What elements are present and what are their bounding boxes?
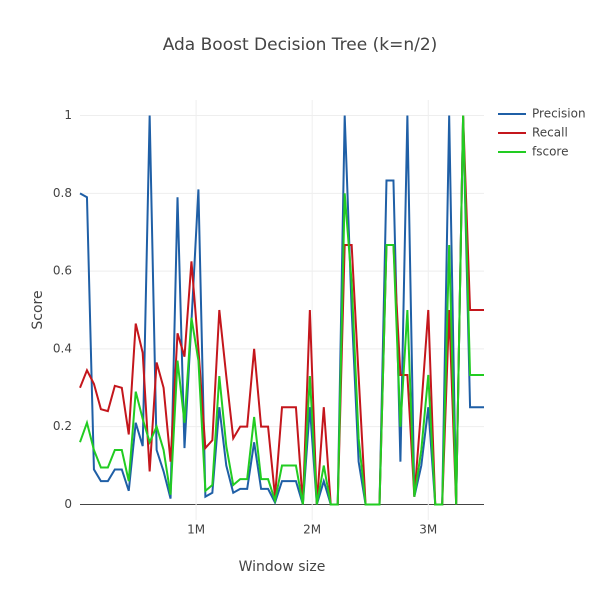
x-tick-label: 1M <box>187 523 205 537</box>
legend-label: Precision <box>532 107 586 121</box>
y-tick-label: 0.4 <box>53 341 72 355</box>
chart-title: Ada Boost Decision Tree (k=n/2) <box>163 35 438 55</box>
y-axis-title: Score <box>30 290 46 329</box>
legend-label: Recall <box>532 126 568 140</box>
y-tick-label: 0.8 <box>53 186 72 200</box>
x-tick-label: 3M <box>419 523 437 537</box>
line-series <box>79 115 484 506</box>
y-tick-label: 0.6 <box>53 264 72 278</box>
line-series <box>79 115 484 506</box>
y-tick-label: 0 <box>64 497 72 511</box>
y-tick-label: 1 <box>64 108 72 122</box>
legend-label: fscore <box>532 145 568 159</box>
x-tick-label: 2M <box>303 523 321 537</box>
x-axis-title: Window size <box>239 559 326 575</box>
y-tick-label: 0.2 <box>53 419 72 433</box>
